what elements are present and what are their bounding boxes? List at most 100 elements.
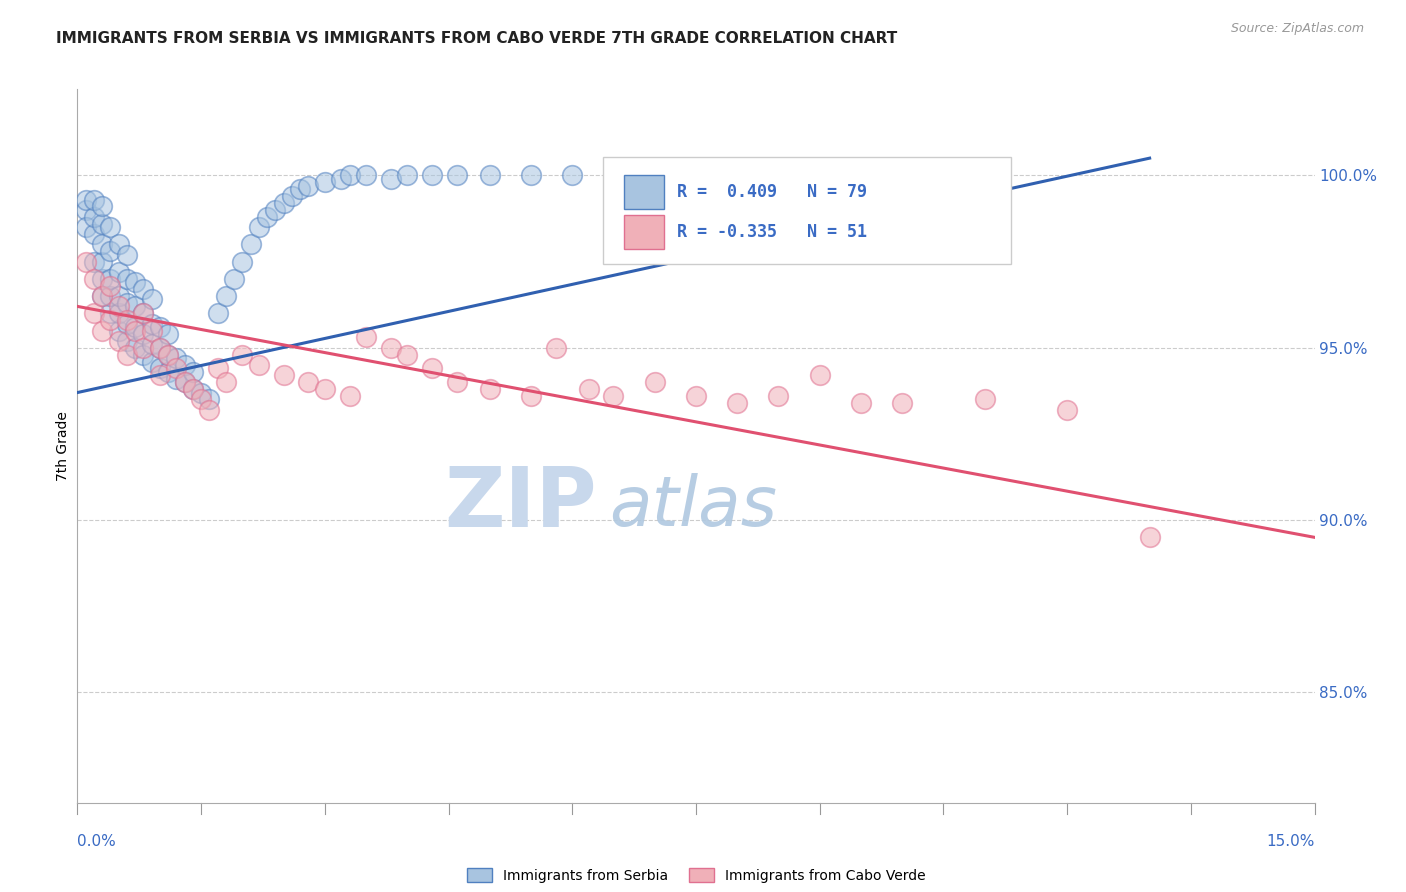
Point (273, 196, 295, 211)
Point (83, 210, 105, 224)
Text: IMMIGRANTS FROM SERBIA VS IMMIGRANTS FROM CABO VERDE 7TH GRADE CORRELATION CHART: IMMIGRANTS FROM SERBIA VS IMMIGRANTS FRO… (56, 31, 897, 46)
Point (768, 389, 790, 403)
Point (149, 361, 172, 376)
Point (420, 169, 443, 183)
Point (247, 220, 270, 235)
Point (181, 382, 204, 396)
Point (141, 324, 163, 338)
Point (446, 376, 468, 390)
Point (115, 248, 138, 262)
Point (207, 361, 229, 376)
Point (181, 365, 204, 379)
Point (725, 169, 748, 183)
Point (190, 392, 212, 407)
Point (124, 320, 146, 334)
Point (173, 358, 195, 372)
Legend: Immigrants from Serbia, Immigrants from Cabo Verde: Immigrants from Serbia, Immigrants from … (461, 863, 931, 888)
Point (107, 324, 129, 338)
Point (561, 169, 583, 183)
Text: Source: ZipAtlas.com: Source: ZipAtlas.com (1230, 22, 1364, 36)
Point (396, 169, 419, 183)
Point (181, 382, 204, 396)
Point (132, 306, 155, 320)
Point (644, 169, 666, 183)
Point (149, 320, 172, 334)
FancyBboxPatch shape (603, 157, 1011, 264)
Point (141, 317, 163, 331)
Point (132, 341, 155, 355)
Point (107, 289, 129, 303)
Point (132, 348, 155, 362)
Point (446, 169, 468, 183)
Text: 0.0%: 0.0% (77, 834, 117, 849)
Point (520, 389, 543, 403)
Point (420, 361, 443, 376)
Point (849, 396, 872, 410)
Point (380, 171, 402, 186)
Point (107, 299, 129, 313)
Point (98, 306, 121, 320)
Point (91, 217, 114, 231)
Point (83, 193, 105, 207)
Point (314, 175, 336, 189)
Point (107, 265, 129, 279)
Point (124, 341, 146, 355)
Point (149, 341, 172, 355)
Point (256, 210, 278, 224)
Point (91, 199, 114, 213)
Point (91, 324, 114, 338)
Point (132, 282, 155, 296)
Point (75, 254, 97, 268)
Point (297, 376, 319, 390)
Point (354, 169, 377, 183)
Point (83, 254, 105, 268)
Text: R = -0.335   N = 51: R = -0.335 N = 51 (678, 223, 868, 241)
Bar (624, 215, 664, 249)
Y-axis label: 7th Grade: 7th Grade (56, 411, 70, 481)
Point (107, 334, 129, 348)
Point (157, 348, 180, 362)
Point (1139, 530, 1161, 544)
Point (396, 348, 419, 362)
Point (273, 368, 295, 383)
Point (141, 337, 163, 351)
Point (149, 368, 172, 383)
Point (239, 237, 262, 252)
Point (644, 376, 666, 390)
Point (115, 348, 138, 362)
Bar (624, 175, 664, 209)
Point (602, 389, 624, 403)
Point (132, 306, 155, 320)
Point (544, 341, 567, 355)
Point (132, 326, 155, 341)
Point (157, 365, 180, 379)
Point (215, 289, 238, 303)
Point (115, 334, 138, 348)
Point (1056, 402, 1078, 417)
Point (115, 296, 138, 310)
Text: ZIP: ZIP (444, 463, 598, 543)
Point (98, 272, 121, 286)
Point (157, 326, 180, 341)
Point (91, 289, 114, 303)
Point (115, 272, 138, 286)
Point (107, 306, 129, 320)
Point (354, 330, 377, 344)
Point (173, 376, 195, 390)
Point (75, 202, 97, 217)
Point (157, 348, 180, 362)
Point (380, 341, 402, 355)
Point (578, 382, 600, 396)
Point (91, 254, 114, 268)
Point (215, 376, 238, 390)
Point (75, 193, 97, 207)
Point (207, 306, 229, 320)
Point (281, 189, 304, 203)
Point (149, 341, 172, 355)
Point (198, 392, 221, 407)
Point (725, 396, 748, 410)
Point (83, 272, 105, 286)
Point (165, 361, 187, 376)
Point (107, 237, 129, 252)
Point (83, 306, 105, 320)
